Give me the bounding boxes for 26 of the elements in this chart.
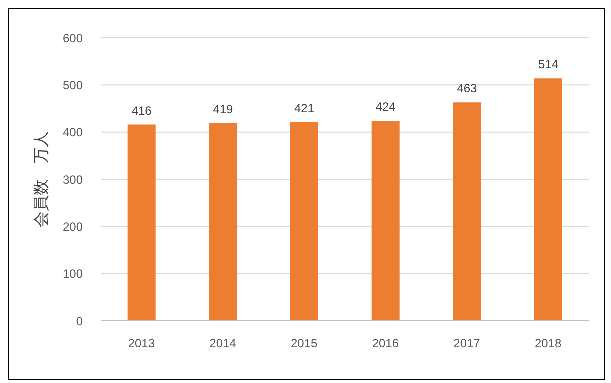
x-tick-label: 2018 (534, 336, 562, 351)
y-axis-title: 会員数 万人 (34, 132, 51, 228)
y-tick-label: 200 (62, 220, 84, 234)
bar (453, 102, 482, 321)
y-tick-label: 300 (62, 172, 84, 187)
x-tick-label: 2013 (128, 336, 156, 351)
bar (209, 123, 238, 321)
data-label: 424 (376, 100, 396, 114)
y-tick-label: 0 (76, 314, 84, 328)
data-label: 514 (538, 58, 559, 72)
y-tick-label: 100 (62, 267, 84, 282)
data-label: 463 (457, 82, 478, 96)
x-tick-label: 2014 (210, 336, 237, 351)
bar (128, 124, 156, 321)
x-tick-label: 2016 (372, 336, 400, 351)
bar (372, 121, 400, 321)
bar (534, 78, 563, 321)
bar (290, 122, 319, 321)
data-label: 419 (213, 102, 234, 116)
y-tick-label: 500 (62, 78, 84, 92)
y-tick-label: 400 (62, 126, 84, 140)
data-label: 416 (132, 104, 152, 118)
x-tick-label: 2017 (454, 336, 481, 351)
x-tick-label: 2015 (290, 336, 318, 351)
y-tick-label: 600 (62, 31, 84, 46)
data-label: 421 (294, 101, 315, 116)
